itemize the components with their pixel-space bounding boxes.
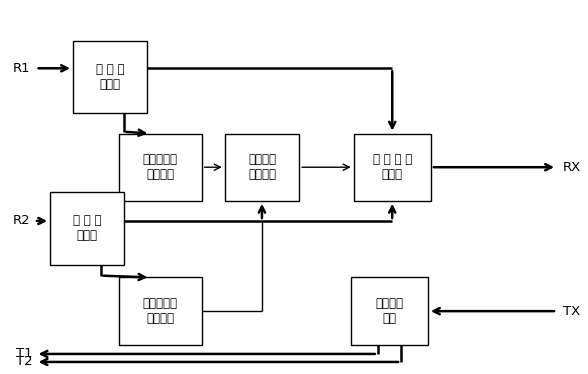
Text: RX: RX	[563, 161, 581, 174]
Text: R1: R1	[13, 62, 31, 75]
Text: 第 一 光
分路器: 第 一 光 分路器	[96, 63, 125, 91]
Text: 光路自动
保护模块: 光路自动 保护模块	[248, 153, 276, 181]
Text: 第二光功率
监控模块: 第二光功率 监控模块	[143, 297, 178, 325]
Text: 第一光功率
监控模块: 第一光功率 监控模块	[143, 153, 178, 181]
Bar	[73, 41, 148, 113]
Bar	[50, 192, 125, 265]
Bar	[350, 278, 428, 345]
Bar	[225, 134, 299, 201]
Text: TX: TX	[563, 305, 580, 318]
Text: 第 一 光 开
关模块: 第 一 光 开 关模块	[373, 153, 412, 181]
Bar	[119, 278, 202, 345]
Bar	[353, 134, 431, 201]
Text: T1: T1	[16, 347, 33, 361]
Text: 第三光分
路器: 第三光分 路器	[375, 297, 403, 325]
Text: R2: R2	[13, 214, 31, 227]
Text: 第 二 光
分路器: 第 二 光 分路器	[73, 214, 102, 242]
Bar	[119, 134, 202, 201]
Text: T2: T2	[16, 355, 33, 368]
